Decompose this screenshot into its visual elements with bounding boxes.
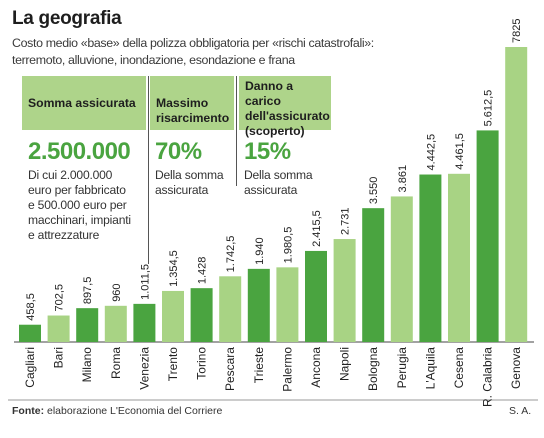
bar-bari <box>47 315 70 342</box>
category-label: Bari <box>52 347 66 368</box>
bar-value-label: 3.861 <box>397 165 409 193</box>
bar-palermo <box>276 267 299 342</box>
bar-value-label: 1.428 <box>197 257 209 285</box>
bar-value-label: 4.461,5 <box>454 133 466 170</box>
bar-trento <box>162 290 184 342</box>
info-header-danno: Danno a carico dell'assicurato (scoperto… <box>239 76 331 138</box>
bar-l-aquila <box>419 174 442 342</box>
bar-pescara <box>219 276 242 342</box>
bar-cesena <box>448 173 470 342</box>
description-line: Della somma <box>244 168 313 182</box>
chart-subtitle-line-2: terremoto, alluvione, inondazione, esond… <box>12 53 295 67</box>
category-label: Roma <box>109 347 123 379</box>
category-label: Napoli <box>338 347 352 381</box>
category-label: Perugia <box>395 347 409 389</box>
category-label: Trieste <box>252 347 266 384</box>
category-label: Cesena <box>452 347 466 389</box>
info-header-somma: Somma assicurata <box>22 76 146 130</box>
bar-value-label: 702,5 <box>54 284 66 312</box>
bar-venezia <box>133 303 156 342</box>
category-label: Milano <box>80 347 94 383</box>
info-description-massimo: Della somma assicurata <box>155 168 224 198</box>
bar-genova <box>505 47 528 342</box>
description-line: Della somma <box>155 168 224 182</box>
category-label: Venezia <box>137 347 151 390</box>
info-description-somma: Di cui 2.000.000 euro per fabbricato e 5… <box>28 168 131 243</box>
bar-value-label: 1.011,5 <box>139 264 151 300</box>
source-label: Fonte: <box>12 405 45 417</box>
bar-cagliari <box>19 324 41 342</box>
bar-roma <box>104 305 127 342</box>
description-line: assicurata <box>244 183 298 197</box>
bar-value-label: 1.742,5 <box>225 236 237 273</box>
category-label: Bologna <box>366 347 380 391</box>
description-line: macchinari, impianti <box>28 213 131 227</box>
bar-value-label: 1.354,5 <box>168 250 180 287</box>
category-label: Ancona <box>309 347 323 388</box>
info-header-massimo: Massimo risarcimento <box>150 76 234 130</box>
credit: S. A. <box>509 405 532 417</box>
description-line: e 500.000 euro per <box>28 198 127 212</box>
category-label: Genova <box>509 347 523 389</box>
bar-perugia <box>390 196 413 342</box>
info-value-danno: 15% <box>244 138 291 165</box>
bar-milano <box>76 308 99 342</box>
info-divider-1 <box>148 76 149 264</box>
bar-trieste <box>247 268 270 342</box>
bar-value-label: 2.731 <box>340 208 352 236</box>
info-description-danno: Della somma assicurata <box>244 168 313 198</box>
info-value-somma: 2.500.000 <box>28 138 131 165</box>
bar-bologna <box>362 208 385 342</box>
category-label: R. Calabria <box>481 347 495 407</box>
bar-value-label: 7825 <box>511 19 523 43</box>
bar-value-label: 1.980,5 <box>282 227 294 264</box>
bar-value-label: 2.415,5 <box>311 210 323 247</box>
chart-title: La geografia <box>12 8 122 29</box>
category-label: Cagliari <box>23 347 37 388</box>
description-line: Di cui 2.000.000 <box>28 168 113 182</box>
description-line: euro per fabbricato <box>28 183 126 197</box>
bar-value-label: 960 <box>111 283 123 301</box>
bar-value-label: 458,5 <box>25 293 37 321</box>
category-label: L'Aquila <box>423 347 437 390</box>
bar-r-calabria <box>476 130 499 342</box>
bar-value-label: 1.940 <box>254 237 266 265</box>
category-label: Palermo <box>280 347 294 392</box>
bar-value-label: 4.442,5 <box>425 134 437 171</box>
info-divider-2 <box>236 76 237 186</box>
bar-napoli <box>333 239 356 342</box>
category-label: Pescara <box>223 347 237 391</box>
description-line: assicurata <box>155 183 209 197</box>
chart-subtitle-line-1: Costo medio «base» della polizza obbliga… <box>12 36 374 50</box>
source-text: elaborazione L'Economia del Corriere <box>47 405 223 417</box>
bar-torino <box>190 288 213 342</box>
category-label: Trento <box>166 347 180 382</box>
bar-value-label: 3.550 <box>368 177 380 205</box>
description-line: e attrezzature <box>28 228 100 242</box>
source-note: Fonte: elaborazione L'Economia del Corri… <box>12 405 222 417</box>
bar-ancona <box>305 250 327 342</box>
bar-value-label: 5.612,5 <box>483 90 495 127</box>
info-value-massimo: 70% <box>155 138 202 165</box>
bar-value-label: 897,5 <box>82 277 94 305</box>
category-label: Torino <box>195 347 209 380</box>
